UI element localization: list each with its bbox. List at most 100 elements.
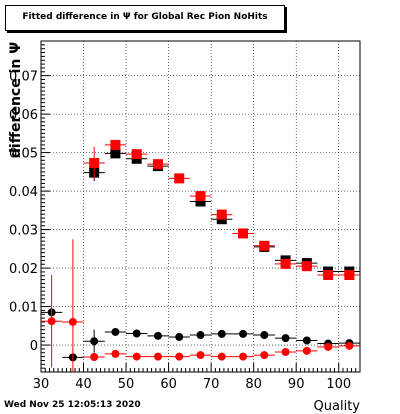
- data-point: [168, 352, 190, 361]
- data-point: [126, 352, 148, 361]
- circle-marker: [175, 332, 184, 341]
- circle-marker: [239, 329, 248, 338]
- square-marker: [110, 148, 121, 159]
- circle-marker: [196, 331, 205, 340]
- circle-marker: [302, 346, 311, 355]
- axes: 30 40 50 60 70 80 90 100 0 0.01 0.02 0.03 0.04 0.05 0.…: [9, 40, 361, 392]
- data-point: [147, 331, 169, 340]
- y-axis-label: difference in Ψ: [8, 42, 24, 158]
- data-point: [126, 329, 148, 338]
- circle-marker: [302, 336, 311, 345]
- data-point: [232, 329, 254, 338]
- x-tick-label: 90: [288, 377, 305, 392]
- data-point: [253, 331, 275, 340]
- data-point: [83, 352, 105, 361]
- data-point: [338, 270, 360, 281]
- circle-marker: [68, 317, 77, 326]
- data-point: [168, 332, 190, 341]
- data-point: [104, 349, 127, 358]
- square-marker: [131, 149, 142, 160]
- data-point: [83, 146, 105, 180]
- y-tick-label: 0.02: [9, 262, 38, 277]
- circle-marker: [239, 352, 248, 361]
- data-point: [317, 342, 339, 351]
- data-point: [189, 331, 212, 340]
- data-point: [104, 139, 127, 150]
- y-tick-label: 0.01: [9, 301, 38, 316]
- x-axis-label: Quality: [314, 399, 361, 414]
- circle-marker: [324, 342, 333, 351]
- square-marker: [89, 158, 100, 169]
- circle-marker: [345, 341, 354, 350]
- y-tick-label: 0: [30, 339, 38, 354]
- data-point: [296, 346, 318, 355]
- data-point: [62, 239, 84, 372]
- data-point: [274, 258, 297, 269]
- y-tick-label: 0.07: [9, 70, 38, 85]
- data-point: [274, 334, 297, 343]
- data-point: [126, 149, 148, 160]
- circle-marker: [281, 347, 290, 356]
- title-box: Fitted difference in Ψ for Global Rec Pi…: [5, 5, 285, 31]
- circle-marker: [196, 351, 205, 360]
- x-tick-label: 40: [75, 377, 92, 392]
- x-tick-label: 30: [33, 377, 50, 392]
- circle-marker: [217, 352, 226, 361]
- data-point: [232, 352, 254, 361]
- x-tick-label: 50: [118, 377, 135, 392]
- data-point: [147, 159, 169, 170]
- data-point: [296, 261, 318, 272]
- circle-marker: [132, 352, 141, 361]
- data-point: [211, 352, 233, 361]
- data-point: [317, 270, 339, 281]
- timestamp-footer: Wed Nov 25 12:05:13 2020: [4, 400, 141, 410]
- square-marker: [195, 191, 206, 202]
- square-marker: [280, 258, 291, 269]
- square-marker: [174, 173, 185, 184]
- circle-marker: [175, 352, 184, 361]
- circle-marker: [90, 352, 99, 361]
- data-point: [41, 275, 63, 368]
- data-point: [232, 228, 254, 239]
- circle-marker: [260, 331, 269, 340]
- square-marker: [344, 270, 355, 281]
- circle-marker: [111, 327, 120, 336]
- circle-marker: [111, 349, 120, 358]
- circle-marker: [260, 351, 269, 360]
- circle-marker: [132, 329, 141, 338]
- data-point: [253, 240, 275, 251]
- square-marker: [152, 159, 163, 170]
- y-tick-label: 0.05: [9, 147, 38, 162]
- square-marker: [238, 228, 249, 239]
- data-point: [338, 341, 360, 350]
- x-tick-label: 80: [245, 377, 262, 392]
- data-point: [189, 191, 212, 202]
- square-marker: [216, 209, 227, 220]
- circle-marker: [153, 352, 162, 361]
- data-point: [189, 351, 212, 360]
- data-point: [296, 336, 318, 345]
- chart-title: Fitted difference in Ψ for Global Rec Pi…: [22, 12, 268, 22]
- circle-marker: [47, 317, 56, 326]
- grid-lines: [41, 41, 360, 372]
- data-point: [274, 347, 297, 356]
- data-point: [83, 329, 105, 353]
- data-marks: [41, 139, 360, 372]
- x-tick-label: 60: [160, 377, 177, 392]
- square-marker: [195, 196, 206, 207]
- y-tick-label: 0.03: [9, 224, 38, 239]
- data-point: [211, 329, 233, 338]
- square-marker: [259, 240, 270, 251]
- data-point: [211, 209, 233, 220]
- circle-marker: [90, 337, 99, 346]
- x-tick-label: 70: [203, 377, 220, 392]
- square-marker: [301, 261, 312, 272]
- plot-frame: [40, 40, 361, 373]
- data-point: [104, 148, 127, 159]
- y-tick-label: 0.06: [9, 108, 38, 123]
- data-point: [104, 327, 127, 336]
- circle-marker: [281, 334, 290, 343]
- y-tick-label: 0.04: [9, 185, 38, 200]
- circle-marker: [217, 329, 226, 338]
